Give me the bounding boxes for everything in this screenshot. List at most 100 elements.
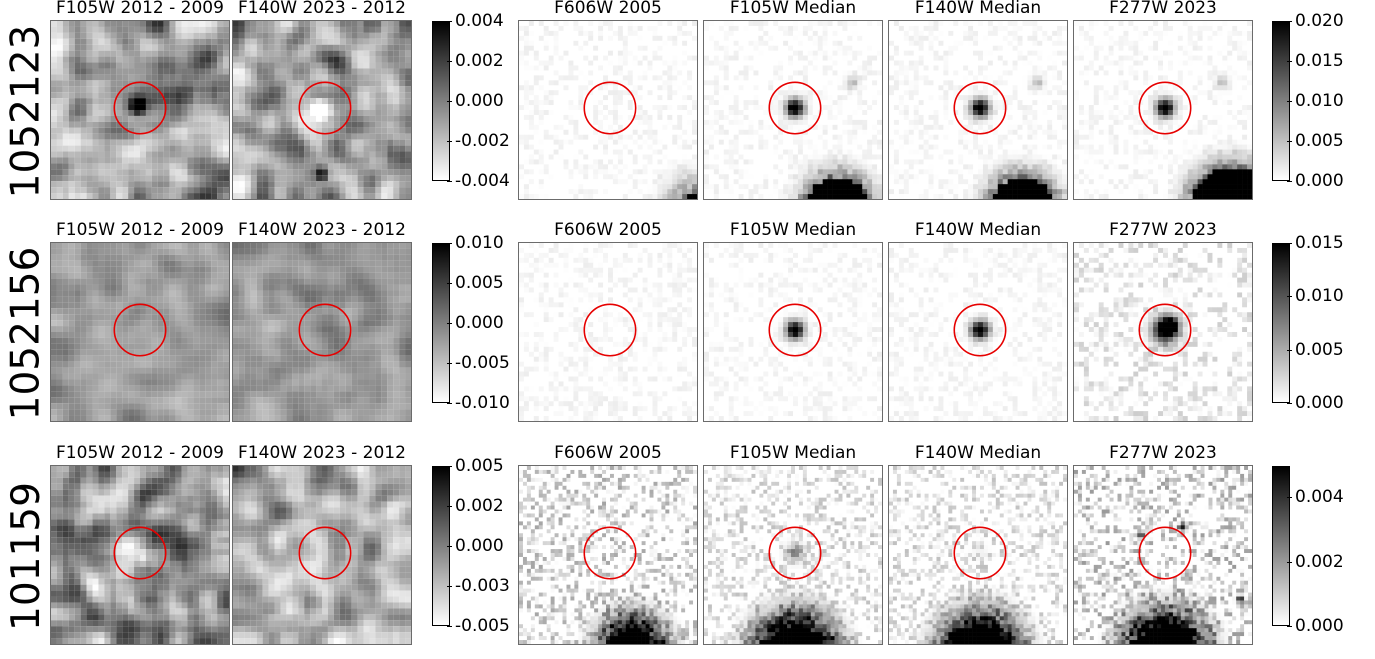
f277w-2023-panel	[1073, 20, 1253, 200]
panel-title: F606W 2005	[508, 0, 708, 17]
colorbar-tick-label: 0.010	[1287, 92, 1344, 110]
cutout-image	[889, 243, 1067, 421]
aperture-circle	[113, 303, 167, 357]
panel-title: F277W 2023	[1063, 444, 1263, 462]
cutout-image	[51, 243, 229, 421]
colorbar-tick-label: 0.005	[1287, 132, 1344, 150]
colorbar-tick-label: 0.005	[447, 274, 504, 292]
colorbar-tick-label: 0.000	[447, 537, 504, 555]
f105w-median-panel	[703, 20, 883, 200]
f105w-diff-panel	[50, 465, 230, 645]
f140w-diff-panel	[232, 465, 412, 645]
f606w-2005-panel	[518, 242, 698, 422]
panel-title: F140W 2023 - 2012	[222, 444, 422, 462]
f105w-diff-panel	[50, 20, 230, 200]
colorbar-tick-label: 0.000	[447, 314, 504, 332]
panel-title: F105W Median	[693, 0, 893, 17]
panel-title: F277W 2023	[1063, 221, 1263, 239]
cutout-image	[233, 21, 411, 199]
aperture-circle	[953, 81, 1007, 135]
row-id-text: 1052123	[4, 24, 49, 198]
aperture-circle	[583, 303, 637, 357]
panel-title: F140W Median	[878, 444, 1078, 462]
colorbar-tick-label: -0.004	[447, 172, 510, 190]
cutout-image	[51, 21, 229, 199]
cutout-image	[889, 21, 1067, 199]
panel-title: F606W 2005	[508, 221, 708, 239]
panel-title: F140W 2023 - 2012	[222, 221, 422, 239]
aperture-circle	[1138, 526, 1192, 580]
cutout-image	[1074, 21, 1252, 199]
aperture-circle	[953, 526, 1007, 580]
colorbar-tick-label: 0.015	[1287, 234, 1344, 252]
cutout-image	[519, 243, 697, 421]
panel-title: F105W Median	[693, 221, 893, 239]
cutout-image	[889, 466, 1067, 644]
f140w-median-panel	[888, 242, 1068, 422]
colorbar-tick-label: 0.015	[1287, 52, 1344, 70]
panel-title: F606W 2005	[508, 444, 708, 462]
f140w-diff-panel	[232, 242, 412, 422]
f140w-median-panel	[888, 20, 1068, 200]
panel-title: F140W Median	[878, 221, 1078, 239]
colorbar-tick-label: 0.020	[1287, 12, 1344, 30]
cutout-image	[519, 466, 697, 644]
aperture-circle	[298, 526, 352, 580]
colorbar-tick-label: 0.000	[1287, 172, 1344, 190]
colorbar-tick-label: -0.005	[447, 617, 510, 635]
aperture-circle	[768, 303, 822, 357]
aperture-circle	[1138, 81, 1192, 135]
colorbar-tick-label: -0.003	[447, 577, 510, 595]
f606w-2005-panel	[518, 465, 698, 645]
colorbar-tick-label: -0.010	[447, 394, 510, 412]
colorbar-tick-label: 0.010	[1287, 287, 1344, 305]
row-id-text: 101159	[4, 482, 49, 631]
f277w-2023-panel	[1073, 465, 1253, 645]
cutout-image	[704, 466, 882, 644]
aperture-circle	[113, 526, 167, 580]
row-id-text: 1052156	[4, 246, 49, 420]
panel-title: F105W 2012 - 2009	[40, 221, 240, 239]
cutout-image	[233, 466, 411, 644]
colorbar-tick-label: -0.005	[447, 354, 510, 372]
aperture-circle	[583, 526, 637, 580]
f105w-median-panel	[703, 465, 883, 645]
colorbar-tick-label: -0.002	[447, 132, 510, 150]
row-id-label: 1052123	[4, 20, 49, 202]
panel-title: F105W 2012 - 2009	[40, 444, 240, 462]
f277w-2023-panel	[1073, 242, 1253, 422]
panel-title: F140W 2023 - 2012	[222, 0, 422, 17]
colorbar-tick-label: 0.002	[447, 497, 504, 515]
cutout-image	[1074, 466, 1252, 644]
image-colorbar	[1272, 243, 1290, 403]
cutout-image	[704, 243, 882, 421]
colorbar-tick-label: 0.005	[1287, 341, 1344, 359]
image-colorbar	[1272, 466, 1290, 626]
row-id-label: 1052156	[4, 242, 49, 424]
cutout-image	[519, 21, 697, 199]
cutout-image	[233, 243, 411, 421]
f140w-median-panel	[888, 465, 1068, 645]
colorbar-tick-label: 0.000	[1287, 394, 1344, 412]
panel-title: F277W 2023	[1063, 0, 1263, 17]
row-id-label: 101159	[4, 465, 49, 647]
aperture-circle	[298, 303, 352, 357]
colorbar-tick-label: 0.000	[447, 92, 504, 110]
f105w-median-panel	[703, 242, 883, 422]
colorbar-tick-label: 0.005	[447, 457, 504, 475]
panel-title: F105W Median	[693, 444, 893, 462]
cutout-image	[704, 21, 882, 199]
f105w-diff-panel	[50, 242, 230, 422]
panel-title: F140W Median	[878, 0, 1078, 17]
colorbar-tick-label: 0.010	[447, 234, 504, 252]
colorbar-tick-label: 0.002	[1287, 553, 1344, 571]
colorbar-tick-label: 0.004	[447, 12, 504, 30]
colorbar-tick-label: 0.004	[1287, 488, 1344, 506]
f606w-2005-panel	[518, 20, 698, 200]
aperture-circle	[298, 81, 352, 135]
aperture-circle	[768, 526, 822, 580]
aperture-circle	[953, 303, 1007, 357]
colorbar-tick-label: 0.002	[447, 52, 504, 70]
aperture-circle	[768, 81, 822, 135]
f140w-diff-panel	[232, 20, 412, 200]
